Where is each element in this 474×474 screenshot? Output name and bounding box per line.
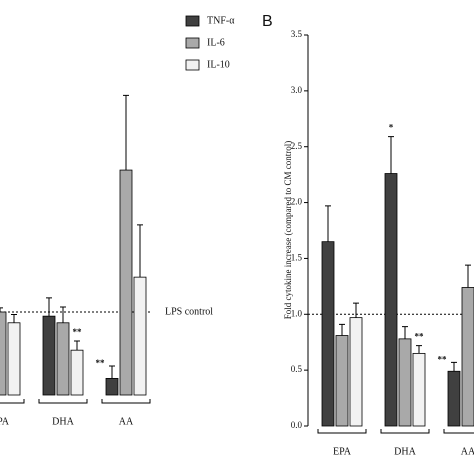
legend-swatch <box>185 37 200 49</box>
bar <box>461 287 474 427</box>
bar <box>105 377 119 396</box>
error-bar <box>74 340 80 351</box>
x-tick-label: DHA <box>394 446 416 457</box>
x-tick-label: EPA <box>0 416 10 427</box>
error-bar <box>451 361 457 372</box>
y-axis-label: Fold cytokine increase (compared to CM c… <box>283 141 293 319</box>
bar <box>119 169 133 396</box>
bar <box>42 315 56 396</box>
error-bar <box>60 306 66 323</box>
y-tick-label: 1.5 <box>291 252 303 262</box>
x-tick-label: EPA <box>333 446 352 457</box>
bar <box>7 322 21 396</box>
legend-label: IL-10 <box>207 59 230 70</box>
error-bar <box>46 297 52 317</box>
error-bar <box>388 136 394 174</box>
category-bracket <box>101 399 151 404</box>
error-bar <box>339 323 345 336</box>
significance-mark: * <box>389 123 394 133</box>
significance-mark: ** <box>438 354 448 364</box>
significance-mark: ** <box>96 358 106 368</box>
y-tick-label: 1.0 <box>291 308 303 318</box>
x-tick-label: AA <box>461 446 474 457</box>
y-tick-label: 0.5 <box>291 364 303 374</box>
bar <box>412 352 426 427</box>
error-bar <box>325 205 331 242</box>
y-tick-label: 2.5 <box>291 141 303 151</box>
bar <box>335 335 349 427</box>
bar <box>70 349 84 396</box>
category-bracket <box>0 399 25 404</box>
error-bar <box>402 326 408 339</box>
reference-label: LPS control <box>165 306 213 317</box>
error-bar <box>416 345 422 354</box>
bar <box>447 370 461 427</box>
bar <box>133 276 147 396</box>
y-tick-label: 3.0 <box>291 85 303 95</box>
significance-mark: ** <box>415 332 425 342</box>
legend-swatch <box>185 15 200 27</box>
y-tick-label: 0.0 <box>291 420 303 430</box>
category-bracket <box>443 429 474 434</box>
significance-mark: ** <box>73 327 83 337</box>
error-bar <box>0 307 3 312</box>
legend-label: IL-6 <box>207 37 225 48</box>
bar <box>349 317 363 427</box>
error-bar <box>353 302 359 318</box>
panel-label: B <box>262 13 273 30</box>
legend-label: TNF-α <box>207 15 235 26</box>
y-tick-label: 3.5 <box>291 29 303 39</box>
legend-swatch <box>185 59 200 71</box>
bar <box>321 241 335 427</box>
category-bracket <box>38 399 88 404</box>
bar <box>398 338 412 427</box>
error-bar <box>109 365 115 379</box>
error-bar <box>11 313 17 323</box>
category-bracket <box>380 429 430 434</box>
error-bar <box>137 224 143 278</box>
bar <box>384 173 398 427</box>
error-bar <box>465 264 471 288</box>
bar <box>56 322 70 396</box>
error-bar <box>123 94 129 171</box>
x-tick-label: DHA <box>52 416 74 427</box>
category-bracket <box>317 429 367 434</box>
y-tick-label: 2.0 <box>291 197 303 207</box>
bar <box>0 311 7 396</box>
x-tick-label: AA <box>119 416 134 427</box>
